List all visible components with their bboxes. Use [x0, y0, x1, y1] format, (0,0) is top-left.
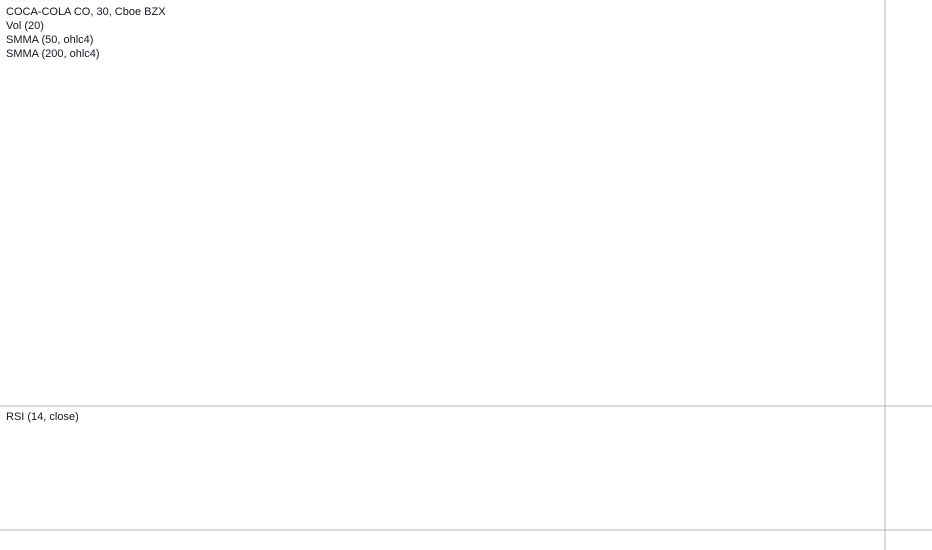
legend-volume: Vol (20)	[6, 20, 44, 32]
legend-entry: SMMA (200, ohlc4)	[6, 48, 100, 60]
symbol-title: COCA-COLA CO, 30, Cboe BZX	[6, 6, 166, 18]
legend-entry: SMMA (50, ohlc4)	[6, 34, 93, 46]
rsi-title: RSI (14, close)	[6, 411, 79, 423]
